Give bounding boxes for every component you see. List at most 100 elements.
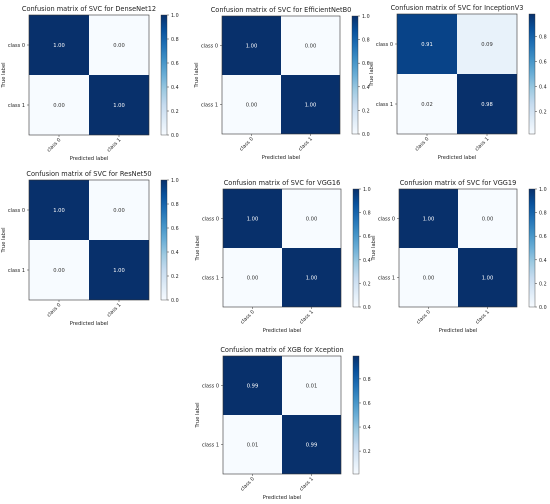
chart-title: Confusion matrix of SVC for InceptionV3 <box>391 4 524 12</box>
y-axis-label: True label <box>195 402 201 428</box>
colorbar-tick-label: 0.2 <box>362 108 370 114</box>
heatmap-cell <box>399 248 458 307</box>
colorbar-tick-label: 0.0 <box>363 305 371 311</box>
colorbar-tick-label: 0.0 <box>171 298 179 304</box>
colorbar-tick-label: 0.8 <box>539 35 547 41</box>
colorbar-tick-label: 0.6 <box>539 234 547 240</box>
heatmap-cell <box>89 180 149 240</box>
confusion-matrix-panel-6: Confusion matrix of SVC for VGG19 1.00 0.0… <box>371 179 547 334</box>
x-tick-label: class 0 <box>46 137 62 153</box>
cell-value-label: 0.00 <box>246 103 258 109</box>
cell-value-label: 1.00 <box>246 44 258 50</box>
heatmap-cell <box>282 248 341 307</box>
cell-value-label: 0.00 <box>423 276 435 282</box>
confusion-matrix-panel-3: Confusion matrix of SVC for InceptionV3 0… <box>369 4 547 161</box>
colorbar-tick-label: 1.0 <box>539 187 547 193</box>
heatmap-cell <box>397 14 457 74</box>
x-tick-label: class 1 <box>299 476 315 492</box>
y-tick-label: class 1 <box>202 276 219 282</box>
confusion-matrix-panel-4: Confusion matrix of SVC for ResNet501.00… <box>1 170 179 327</box>
cell-value-label: 0.91 <box>421 42 433 48</box>
heatmap-cell <box>89 75 149 135</box>
cell-value-label: 0.09 <box>481 42 493 48</box>
chart-title: Confusion matrix of SVC for DenseNet12 <box>22 5 156 13</box>
heatmap-cell <box>29 240 89 300</box>
y-axis-label: True label <box>371 235 377 261</box>
cell-value-label: 1.00 <box>53 43 65 49</box>
colorbar-tick-label: 0.0 <box>539 305 547 311</box>
colorbar-tick-label: 0.2 <box>171 109 179 115</box>
x-tick-label: class 1 <box>474 136 490 152</box>
x-axis-label: Predicted label <box>263 328 302 334</box>
cell-value-label: 0.00 <box>482 217 494 223</box>
cell-value-label: 0.01 <box>306 384 318 390</box>
y-tick-label: class 1 <box>376 102 393 108</box>
cell-value-label: 0.00 <box>113 43 125 49</box>
x-tick-label: class 0 <box>239 136 255 152</box>
x-tick-label: class 0 <box>240 476 256 492</box>
colorbar-tick-label: 0.6 <box>363 234 371 240</box>
y-tick-label: class 0 <box>8 43 25 49</box>
y-tick-label: class 1 <box>8 268 25 274</box>
colorbar-tick-label: 0.2 <box>171 274 179 280</box>
colorbar-tick-label: 0.2 <box>363 449 371 455</box>
colorbar-tick-label: 0.2 <box>363 281 371 287</box>
heatmap-cell <box>282 356 341 415</box>
cell-value-label: 1.00 <box>423 217 435 223</box>
y-tick-label: class 1 <box>202 443 219 449</box>
heatmap-cell <box>222 75 281 134</box>
x-tick-label: class 1 <box>106 137 122 153</box>
x-tick-label: class 0 <box>416 309 432 325</box>
cell-value-label: 1.00 <box>482 276 494 282</box>
x-tick-label: class 1 <box>475 309 491 325</box>
colorbar-tick-label: 1.0 <box>171 13 179 19</box>
matrix-frame <box>396 13 518 135</box>
cell-value-label: 0.99 <box>247 384 259 390</box>
heatmap-cell <box>397 74 457 134</box>
colorbar-tick-label: 0.6 <box>539 60 547 66</box>
matrix-frame <box>222 188 342 308</box>
colorbar-tick-label: 0.4 <box>362 85 370 91</box>
colorbar-tick-label: 0.4 <box>539 85 547 91</box>
chart-title: Confusion matrix of SVC for VGG16 <box>224 179 341 187</box>
y-tick-label: class 0 <box>202 384 219 390</box>
cell-value-label: 0.98 <box>481 102 493 108</box>
colorbar-tick-label: 1.0 <box>362 14 370 20</box>
heatmap-cell <box>281 75 340 134</box>
heatmap-cell <box>89 15 149 75</box>
y-tick-label: class 0 <box>8 208 25 214</box>
cell-value-label: 1.00 <box>306 276 318 282</box>
y-axis-label: True label <box>1 62 7 88</box>
y-axis-label: True label <box>369 61 375 87</box>
colorbar-tick-label: 0.6 <box>362 61 370 67</box>
cell-value-label: 1.00 <box>113 103 125 109</box>
cell-value-label: 0.00 <box>53 268 65 274</box>
heatmap-cell <box>458 248 517 307</box>
cell-value-label: 0.00 <box>113 208 125 214</box>
x-axis-label: Predicted label <box>70 156 109 162</box>
colorbar <box>160 179 168 301</box>
y-tick-label: class 0 <box>378 217 395 223</box>
cell-value-label: 0.02 <box>421 102 433 108</box>
confusion-matrix-panel-2: Confusion matrix of SVC for EfficientNet… <box>194 6 370 161</box>
y-axis-label: True label <box>1 227 7 253</box>
cell-value-label: 1.00 <box>305 103 317 109</box>
heatmap-cell <box>282 189 341 248</box>
cell-value-label: 1.00 <box>247 217 259 223</box>
cell-value-label: 0.99 <box>306 443 318 449</box>
colorbar <box>352 355 360 475</box>
chart-title: Confusion matrix of SVC for EfficientNet… <box>211 6 352 14</box>
heatmap-cell <box>282 415 341 474</box>
colorbar-tick-label: 1.0 <box>171 178 179 184</box>
heatmap-cell <box>399 189 458 248</box>
colorbar-tick-label: 0.8 <box>363 377 371 383</box>
colorbar-tick-label: 0.0 <box>362 132 370 138</box>
cell-value-label: 0.00 <box>305 44 317 50</box>
heatmap-cell <box>458 189 517 248</box>
x-tick-label: class 0 <box>240 309 256 325</box>
colorbar-tick-label: 0.6 <box>171 61 179 67</box>
heatmap-cell <box>457 74 517 134</box>
y-tick-label: class 1 <box>378 276 395 282</box>
colorbar-tick-label: 0.2 <box>539 110 547 116</box>
colorbar-tick-label: 0.8 <box>363 211 371 217</box>
